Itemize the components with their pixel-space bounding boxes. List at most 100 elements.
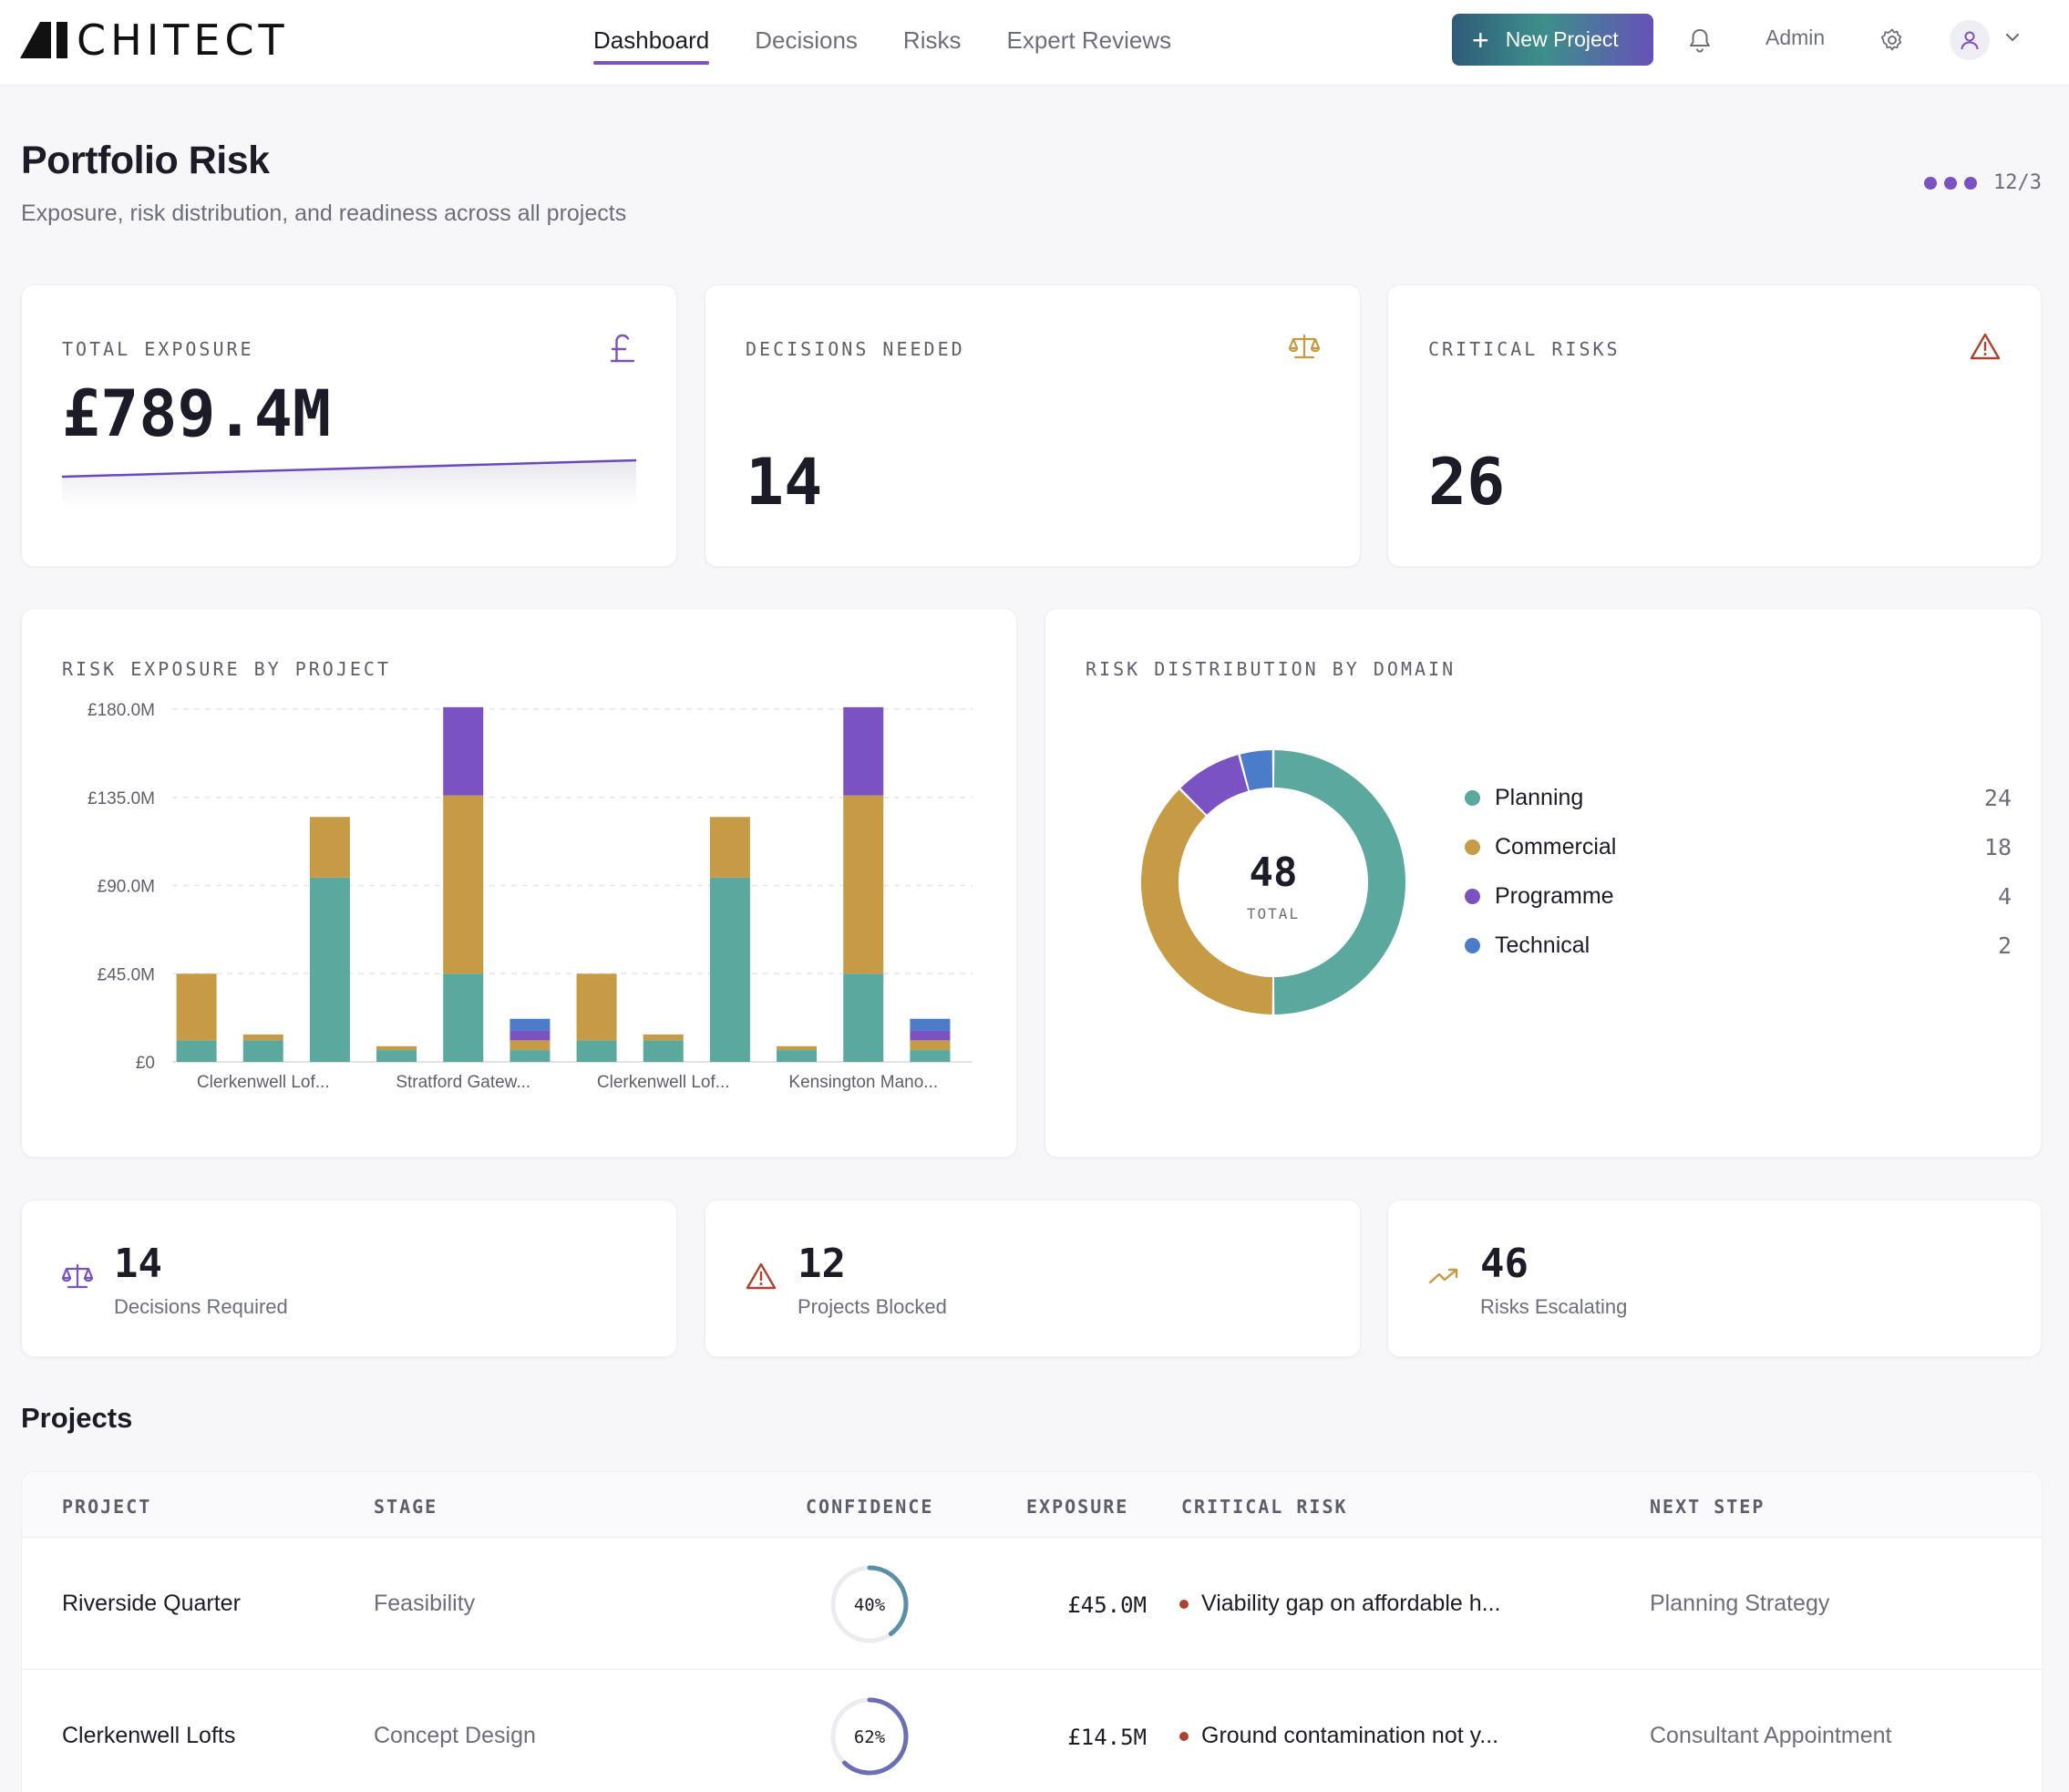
legend-item-technical[interactable]: Technical 2 <box>1465 921 2012 970</box>
critical-risk-text: Viability gap on affordable h... <box>1201 1591 1501 1616</box>
bell-icon[interactable] <box>1683 24 1716 57</box>
critical-risk-text: Ground contamination not y... <box>1201 1723 1499 1748</box>
gear-icon[interactable] <box>1876 24 1909 57</box>
bar-segment-commercial[interactable] <box>709 817 750 878</box>
bar-segment-planning[interactable] <box>709 877 750 1062</box>
trending-up-icon <box>1428 1262 1459 1294</box>
bar-segment-technical[interactable] <box>510 1018 551 1031</box>
legend-value: 24 <box>1983 784 2012 811</box>
stat-value: 14 <box>114 1241 162 1287</box>
stat-card-blocked[interactable]: 12 Projects Blocked <box>705 1200 1361 1357</box>
logo[interactable]: CHITECT <box>20 18 289 62</box>
bar-segment-planning[interactable] <box>510 1050 551 1062</box>
kpi-label: TOTAL EXPOSURE <box>62 338 254 360</box>
column-header-stage[interactable]: STAGE <box>374 1496 438 1518</box>
chevron-down-icon[interactable] <box>2002 27 2023 52</box>
column-header-exposure[interactable]: EXPOSURE <box>1026 1496 1129 1518</box>
bar-segment-planning[interactable] <box>309 877 350 1062</box>
bar-segment-commercial[interactable] <box>576 973 617 1041</box>
bar-segment-programme[interactable] <box>843 706 884 796</box>
stat-label: Projects Blocked <box>798 1295 947 1318</box>
warning-icon <box>1970 333 2001 365</box>
bar-segment-commercial[interactable] <box>376 1045 417 1051</box>
stat-label: Risks Escalating <box>1480 1295 1628 1318</box>
column-header-next-step[interactable]: NEXT STEP <box>1650 1496 1765 1518</box>
legend-item-planning[interactable]: Planning 24 <box>1465 773 2012 822</box>
pager-dot[interactable] <box>1924 176 1938 190</box>
bar-segment-commercial[interactable] <box>643 1034 684 1041</box>
nav-expert-reviews[interactable]: Expert Reviews <box>1006 26 1172 54</box>
critical-risk: Viability gap on affordable h... <box>1179 1591 1500 1617</box>
bar-segment-planning[interactable] <box>777 1050 818 1062</box>
legend-value: 4 <box>1997 882 2012 910</box>
bar-segment-commercial[interactable] <box>242 1034 283 1041</box>
pager: 12/3 <box>1924 171 2042 194</box>
column-header-confidence[interactable]: CONFIDENCE <box>806 1496 934 1518</box>
donut-slice-commercial[interactable] <box>1141 789 1273 1014</box>
nav-dashboard[interactable]: Dashboard <box>593 0 710 86</box>
x-tick-label: Kensington Mano... <box>788 1073 938 1092</box>
stat-card-decisions[interactable]: 14 Decisions Required <box>21 1200 677 1357</box>
stat-card-escalating[interactable]: 46 Risks Escalating <box>1387 1200 2042 1357</box>
bar-segment-planning[interactable] <box>643 1040 684 1062</box>
risk-distribution-donut: 48 TOTAL <box>1141 750 1406 1014</box>
bar-segment-planning[interactable] <box>843 973 884 1062</box>
page-title: Portfolio Risk <box>21 139 270 182</box>
plus-icon: + <box>1472 23 1489 57</box>
bar-segment-commercial[interactable] <box>176 973 217 1041</box>
kpi-card-critical-risks: CRITICAL RISKS 26 <box>1387 284 2042 567</box>
column-header-project[interactable]: PROJECT <box>62 1496 152 1518</box>
bar-segment-commercial[interactable] <box>443 795 484 974</box>
donut-slice-technical[interactable] <box>1240 750 1273 791</box>
bar-segment-programme[interactable] <box>910 1030 951 1041</box>
pager-dot[interactable] <box>1964 176 1978 190</box>
nav-decisions[interactable]: Decisions <box>755 26 858 54</box>
admin-link[interactable]: Admin <box>1765 26 1826 49</box>
table-row[interactable]: Clerkenwell Lofts Concept Design 62% £14… <box>22 1670 2042 1792</box>
bar-segment-planning[interactable] <box>443 973 484 1062</box>
column-header-critical-risk[interactable]: CRITICAL RISK <box>1181 1496 1348 1518</box>
stat-value: 46 <box>1480 1241 1529 1287</box>
legend-value: 2 <box>1997 932 2012 959</box>
legend-value: 18 <box>1983 833 2012 860</box>
bar-segment-commercial[interactable] <box>843 795 884 974</box>
page-subtitle: Exposure, risk distribution, and readine… <box>21 201 627 226</box>
new-project-button[interactable]: + New Project <box>1452 14 1653 66</box>
x-tick-label: Clerkenwell Lof... <box>597 1073 730 1092</box>
bar-segment-commercial[interactable] <box>510 1040 551 1051</box>
sparkline <box>62 458 636 508</box>
bar-segment-commercial[interactable] <box>309 817 350 878</box>
donut-slice-planning[interactable] <box>1273 750 1406 1014</box>
legend-item-programme[interactable]: Programme 4 <box>1465 871 2012 921</box>
stat-label: Decisions Required <box>114 1295 288 1318</box>
y-tick-label: £0 <box>136 1054 155 1073</box>
bar-segment-commercial[interactable] <box>777 1045 818 1051</box>
bar-segment-planning[interactable] <box>242 1040 283 1062</box>
confidence-ring: 40% <box>830 1565 909 1643</box>
y-tick-label: £180.0M <box>87 701 155 720</box>
next-step: Planning Strategy <box>1650 1591 1830 1616</box>
donut-slice-programme[interactable] <box>1180 755 1249 815</box>
logo-mark-icon <box>20 22 67 58</box>
table-row[interactable]: Riverside Quarter Feasibility 40% £45.0M… <box>22 1538 2042 1670</box>
project-exposure: £45.0M <box>1067 1592 1147 1618</box>
bar-segment-programme[interactable] <box>443 706 484 796</box>
user-avatar[interactable] <box>1950 20 1990 60</box>
bar-segment-planning[interactable] <box>910 1050 951 1062</box>
bar-segment-commercial[interactable] <box>910 1040 951 1051</box>
pager-dot[interactable] <box>1944 176 1958 190</box>
bar-segment-programme[interactable] <box>510 1030 551 1041</box>
project-stage: Concept Design <box>374 1723 536 1748</box>
ring-progress <box>830 1565 909 1643</box>
nav-risks[interactable]: Risks <box>902 26 962 54</box>
kpi-value: £789.4M <box>62 376 332 451</box>
bar-segment-planning[interactable] <box>376 1050 417 1062</box>
stat-value: 12 <box>798 1241 846 1287</box>
y-tick-label: £90.0M <box>98 878 155 897</box>
legend-item-commercial[interactable]: Commercial 18 <box>1465 822 2012 871</box>
kpi-value: 14 <box>746 445 823 520</box>
bar-segment-planning[interactable] <box>576 1040 617 1062</box>
bar-segment-planning[interactable] <box>176 1040 217 1062</box>
bar-segment-technical[interactable] <box>910 1018 951 1031</box>
kpi-value: 26 <box>1428 445 1506 520</box>
